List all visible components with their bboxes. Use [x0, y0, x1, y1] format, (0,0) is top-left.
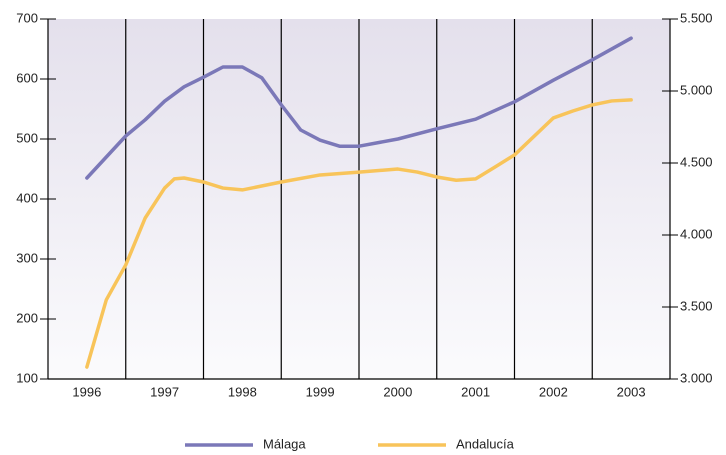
- legend-label: Andalucía: [456, 436, 515, 451]
- y-tick-label: 400: [16, 190, 38, 205]
- y2-tick-label: 5.000: [680, 82, 713, 97]
- x-tick-label: 1996: [72, 384, 101, 399]
- y2-tick-label: 5.500: [680, 10, 713, 25]
- series-line: [85, 98, 633, 369]
- x-tick-label: 1999: [306, 384, 335, 399]
- x-tick-label: 2001: [461, 384, 490, 399]
- x-tick-label: 2000: [383, 384, 412, 399]
- x-tick-label: 1998: [228, 384, 257, 399]
- legend-label: Málaga: [263, 436, 306, 451]
- y-tick-label: 700: [16, 10, 38, 25]
- x-tick-label: 1997: [150, 384, 179, 399]
- y-tick-label: 600: [16, 70, 38, 85]
- x-tick-label: 2002: [539, 384, 568, 399]
- y2-tick-label: 3.000: [680, 370, 713, 385]
- y-tick-label: 500: [16, 130, 38, 145]
- y2-tick-label: 4.500: [680, 154, 713, 169]
- y-tick-label: 100: [16, 370, 38, 385]
- y2-tick-label: 3.500: [680, 298, 713, 313]
- y-tick-label: 300: [16, 250, 38, 265]
- x-tick-label: 2003: [617, 384, 646, 399]
- series-line: [85, 36, 633, 180]
- y-tick-label: 200: [16, 310, 38, 325]
- y2-tick-label: 4.000: [680, 226, 713, 241]
